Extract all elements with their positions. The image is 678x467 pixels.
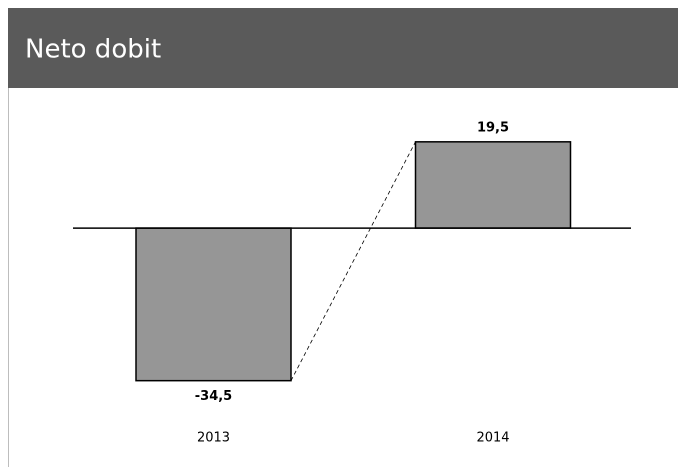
chart-title: Neto dobit bbox=[25, 35, 161, 65]
data-label: 19,5 bbox=[477, 120, 509, 135]
bar bbox=[414, 141, 572, 229]
data-label: -34,5 bbox=[195, 389, 232, 404]
x-tick-label: 2013 bbox=[197, 431, 230, 446]
header-bar bbox=[8, 8, 678, 88]
x-tick-label: 2014 bbox=[476, 431, 509, 446]
bar bbox=[135, 227, 292, 382]
connector bbox=[290, 141, 416, 381]
